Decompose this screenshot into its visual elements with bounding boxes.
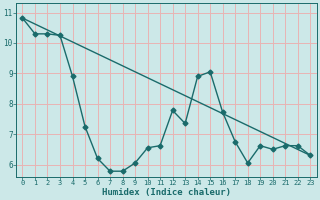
X-axis label: Humidex (Indice chaleur): Humidex (Indice chaleur) xyxy=(102,188,231,197)
